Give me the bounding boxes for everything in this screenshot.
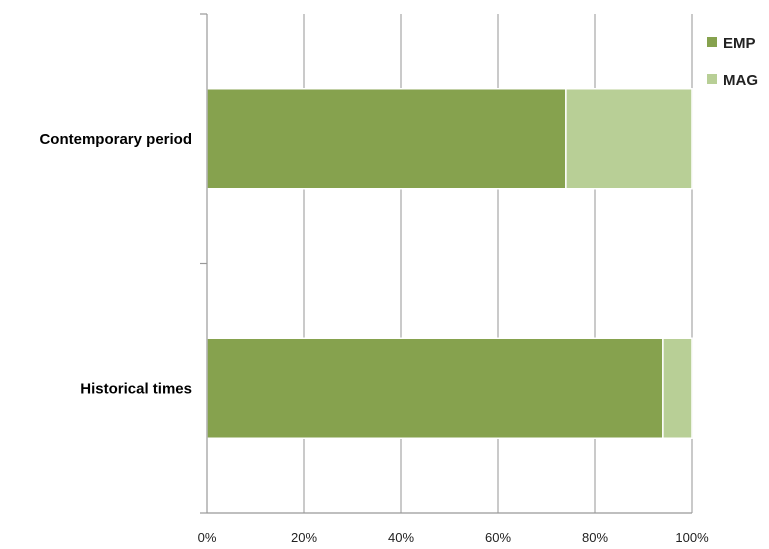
legend: EMP MAG bbox=[707, 35, 758, 89]
bar-segment bbox=[662, 337, 693, 439]
legend-label: MAG bbox=[723, 72, 758, 89]
axes bbox=[200, 13, 692, 514]
legend-swatch bbox=[707, 74, 717, 84]
bar-segment bbox=[206, 337, 664, 439]
bar-segment bbox=[565, 88, 693, 190]
x-tick-label: 0% bbox=[198, 530, 217, 545]
labels: 0% 20% 40% 60% 80% 100% Contemporary period His… bbox=[39, 131, 709, 545]
bar-segment bbox=[206, 88, 567, 190]
x-tick-label: 40% bbox=[388, 530, 414, 545]
category-label: Contemporary period bbox=[39, 131, 192, 148]
legend-swatch bbox=[707, 37, 717, 47]
legend-label: EMP bbox=[723, 35, 756, 52]
x-tick-label: 100% bbox=[675, 530, 709, 545]
x-tick-label: 80% bbox=[582, 530, 608, 545]
bars bbox=[206, 88, 693, 439]
x-tick-label: 60% bbox=[485, 530, 511, 545]
x-tick-label: 20% bbox=[291, 530, 317, 545]
category-label: Historical times bbox=[80, 380, 192, 397]
